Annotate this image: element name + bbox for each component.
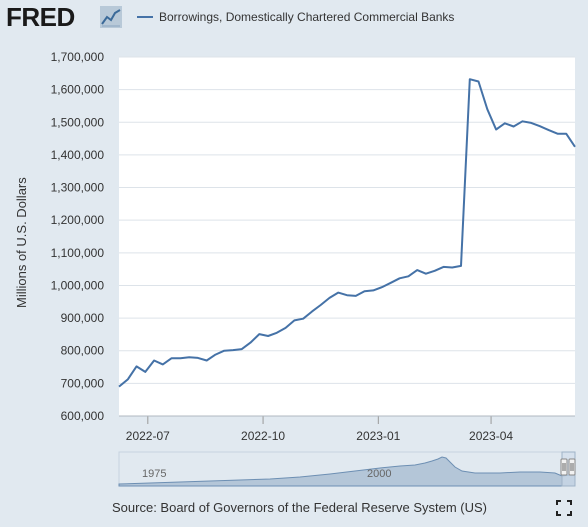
fullscreen-icon[interactable] [556, 500, 572, 516]
fred-logo[interactable]: FRED [6, 2, 124, 32]
y-tick-label: 1,500,000 [51, 115, 105, 129]
navigator-handle[interactable] [560, 458, 568, 476]
navigator-label: 2000 [367, 468, 391, 480]
y-axis-ticks: 600,000 700,000 800,000 900,000 1,000,000 1,1… [51, 50, 105, 423]
y-tick-label: 900,000 [61, 311, 105, 325]
x-tick-label: 2023-04 [469, 429, 513, 443]
series-line [118, 78, 576, 388]
y-tick-label: 1,700,000 [51, 50, 105, 64]
y-tick-label: 800,000 [61, 344, 105, 358]
x-tick-label: 2022-07 [126, 429, 170, 443]
x-axis-ticks: 2022-07 2022-10 2023-01 2023-04 [119, 415, 575, 443]
navigator-label: 1975 [142, 468, 166, 480]
series-layer [118, 78, 576, 388]
legend[interactable]: Borrowings, Domestically Chartered Comme… [137, 8, 454, 26]
chart-line-icon [100, 6, 122, 28]
navigator-handle[interactable] [568, 458, 576, 476]
grid-lines [119, 56, 575, 384]
plot-area [119, 57, 575, 416]
x-tick-label: 2023-01 [356, 429, 400, 443]
source-note: Source: Board of Governors of the Federa… [112, 500, 487, 515]
fred-logo-text: FRED [6, 2, 75, 32]
legend-swatch [137, 16, 153, 18]
y-tick-label: 1,200,000 [51, 213, 105, 227]
navigator-area [118, 456, 576, 487]
legend-series-label: Borrowings, Domestically Chartered Comme… [159, 10, 455, 24]
y-tick-label: 1,100,000 [51, 246, 105, 260]
x-tick-label: 2022-10 [241, 429, 285, 443]
y-tick-label: 1,000,000 [51, 278, 105, 292]
y-tick-label: 700,000 [61, 376, 105, 390]
y-tick-label: 1,300,000 [51, 181, 105, 195]
y-tick-label: 1,400,000 [51, 148, 105, 162]
y-tick-label: 600,000 [61, 409, 105, 423]
y-tick-label: 1,600,000 [51, 83, 105, 97]
time-navigator[interactable]: 1975 2000 [118, 451, 576, 487]
